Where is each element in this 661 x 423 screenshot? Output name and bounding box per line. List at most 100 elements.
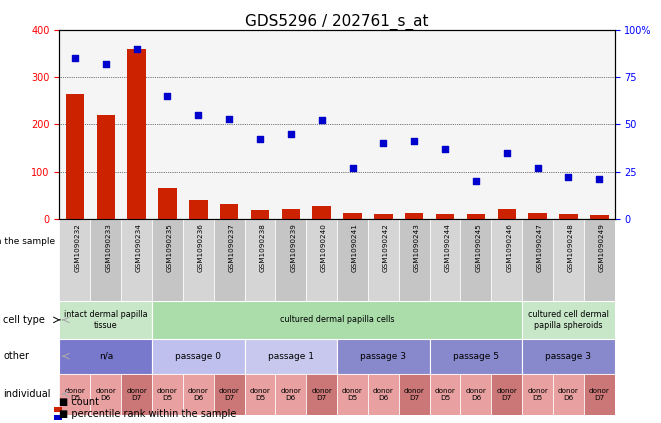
- Bar: [491, 374, 522, 415]
- Bar: [374, 214, 393, 219]
- Text: GSM1090234: GSM1090234: [136, 223, 142, 272]
- Bar: [91, 374, 121, 415]
- Bar: [313, 206, 331, 219]
- Bar: [522, 374, 553, 415]
- Text: donor
D6: donor D6: [373, 387, 394, 401]
- Bar: [405, 213, 424, 219]
- Bar: [368, 219, 399, 301]
- Bar: [337, 374, 368, 415]
- Text: GSM1090238: GSM1090238: [259, 223, 265, 272]
- Bar: [276, 374, 306, 415]
- Text: GSM1090243: GSM1090243: [414, 223, 420, 272]
- Point: [193, 111, 204, 118]
- Bar: [282, 209, 300, 219]
- Bar: [528, 213, 547, 219]
- Text: donor
D7: donor D7: [496, 387, 517, 401]
- Bar: [152, 301, 522, 339]
- Bar: [337, 339, 430, 374]
- Text: GSM1090237: GSM1090237: [229, 223, 235, 272]
- Point: [563, 174, 574, 181]
- Text: GSM1090241: GSM1090241: [352, 223, 358, 272]
- Bar: [436, 214, 454, 219]
- Bar: [59, 339, 152, 374]
- Point: [286, 130, 296, 137]
- Text: GSM1090233: GSM1090233: [105, 223, 111, 272]
- Bar: [337, 219, 368, 301]
- Text: cell type: cell type: [3, 315, 45, 325]
- Text: donor
D7: donor D7: [589, 387, 609, 401]
- Bar: [399, 219, 430, 301]
- Bar: [522, 301, 615, 339]
- Bar: [276, 219, 306, 301]
- Bar: [559, 214, 578, 219]
- Bar: [584, 219, 615, 301]
- Bar: [214, 374, 245, 415]
- Text: donor
D7: donor D7: [404, 387, 424, 401]
- Bar: [59, 219, 91, 301]
- Bar: [152, 339, 245, 374]
- Text: donor
D7: donor D7: [311, 387, 332, 401]
- Title: GDS5296 / 202761_s_at: GDS5296 / 202761_s_at: [245, 14, 429, 30]
- Bar: [91, 219, 121, 301]
- Text: donor
D6: donor D6: [465, 387, 486, 401]
- Bar: [121, 374, 152, 415]
- Bar: [584, 374, 615, 415]
- Bar: [430, 339, 522, 374]
- Text: donor
D5: donor D5: [157, 387, 178, 401]
- Text: donor
D7: donor D7: [219, 387, 239, 401]
- Text: GSM1090235: GSM1090235: [167, 223, 173, 272]
- Bar: [467, 214, 485, 219]
- Point: [409, 138, 420, 145]
- Bar: [245, 219, 276, 301]
- Text: GSM1090239: GSM1090239: [290, 223, 296, 272]
- Bar: [183, 374, 214, 415]
- Point: [378, 140, 389, 147]
- Bar: [430, 374, 461, 415]
- Bar: [152, 219, 183, 301]
- Text: passage 0: passage 0: [175, 352, 221, 361]
- Bar: [461, 219, 491, 301]
- Text: GSM1090246: GSM1090246: [506, 223, 512, 272]
- Point: [132, 45, 142, 52]
- Bar: [183, 219, 214, 301]
- Bar: [498, 209, 516, 219]
- Point: [532, 165, 543, 171]
- Text: other: other: [3, 351, 29, 361]
- Bar: [158, 188, 176, 219]
- Text: donor
D6: donor D6: [95, 387, 116, 401]
- Text: cultured dermal papilla cells: cultured dermal papilla cells: [280, 316, 395, 324]
- Text: donor
D6: donor D6: [280, 387, 301, 401]
- Bar: [152, 374, 183, 415]
- Bar: [461, 374, 491, 415]
- Bar: [97, 115, 115, 219]
- Text: donor
D5: donor D5: [527, 387, 548, 401]
- Bar: [553, 374, 584, 415]
- Legend: count, percentile rank within the sample: count, percentile rank within the sample: [0, 225, 55, 246]
- Text: cultured cell dermal
papilla spheroids: cultured cell dermal papilla spheroids: [528, 310, 609, 330]
- Point: [317, 117, 327, 124]
- Bar: [189, 200, 208, 219]
- Bar: [590, 214, 609, 219]
- Bar: [522, 339, 615, 374]
- Bar: [214, 219, 245, 301]
- Text: passage 5: passage 5: [453, 352, 499, 361]
- Bar: [343, 213, 362, 219]
- Point: [347, 165, 358, 171]
- Point: [69, 55, 80, 61]
- Text: GSM1090244: GSM1090244: [444, 223, 450, 272]
- Text: GSM1090240: GSM1090240: [321, 223, 327, 272]
- Bar: [245, 339, 337, 374]
- Bar: [491, 219, 522, 301]
- Text: GSM1090245: GSM1090245: [475, 223, 481, 272]
- Text: donor
D5: donor D5: [250, 387, 270, 401]
- Bar: [59, 301, 152, 339]
- Text: passage 3: passage 3: [360, 352, 407, 361]
- Bar: [522, 219, 553, 301]
- Bar: [553, 219, 584, 301]
- Text: donor
D7: donor D7: [126, 387, 147, 401]
- Point: [594, 176, 605, 183]
- Text: passage 3: passage 3: [545, 352, 592, 361]
- Bar: [368, 374, 399, 415]
- Text: donor
D5: donor D5: [342, 387, 363, 401]
- Text: GSM1090247: GSM1090247: [537, 223, 543, 272]
